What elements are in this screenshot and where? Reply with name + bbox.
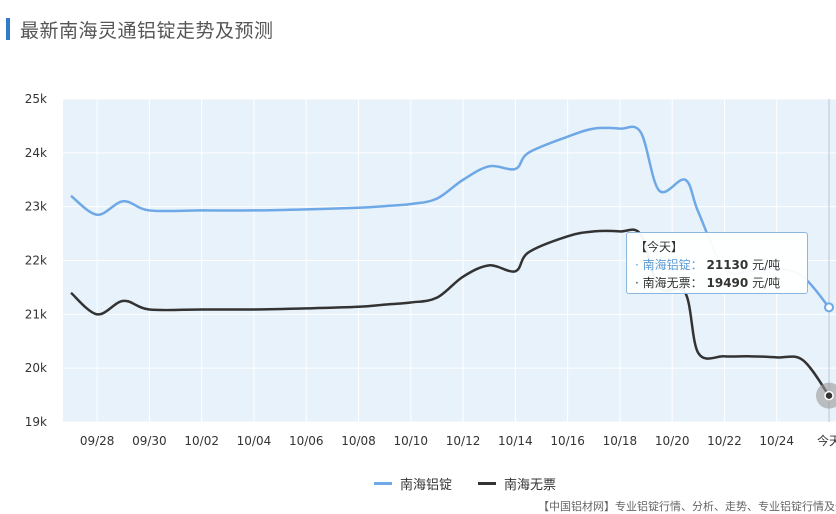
series-endpoint-aluminum (824, 302, 834, 313)
y-tick-label: 20k (25, 361, 47, 375)
x-tick-label: 10/10 (393, 434, 428, 448)
x-tick-label: 10/06 (289, 434, 324, 448)
title-accent-bar (6, 18, 10, 40)
legend-swatch (478, 482, 497, 485)
tooltip-series-name: 南海铝锭 (642, 258, 691, 272)
x-tick-label: 09/30 (132, 434, 167, 448)
x-tick-label: 09/28 (80, 434, 115, 448)
y-tick-label: 24k (25, 146, 47, 160)
x-tick-label: 10/22 (707, 434, 742, 448)
tooltip-header: 【今天】 (635, 240, 684, 254)
legend-label: 南海无票 (504, 478, 557, 493)
series-endpoint-noinvoice (824, 390, 834, 401)
y-tick-label: 22k (25, 254, 47, 268)
tooltip-series-name: 南海无票 (642, 276, 691, 290)
x-tick-label: 10/16 (550, 434, 585, 448)
chart-tooltip: 【今天】 · 南海铝锭： 21130 元/吨 · 南海无票： 19490 元/吨 (626, 232, 808, 294)
legend-swatch (374, 482, 392, 485)
x-tick-label: 10/02 (184, 434, 219, 448)
legend-item-aluminum[interactable]: 南海铝锭 (374, 474, 452, 493)
y-tick-label: 23k (25, 200, 47, 214)
footer-source-text: 【中国铝材网】专业铝锭行情、分析、走势、专业铝锭行情及价 (538, 500, 836, 513)
page-title: 最新南海灵通铝锭走势及预测 (20, 20, 274, 42)
legend-item-noinvoice[interactable]: 南海无票 (478, 474, 556, 493)
tooltip-value: 19490 (706, 276, 749, 290)
x-tick-label: 10/12 (446, 434, 481, 448)
x-tick-label: 10/24 (759, 434, 794, 448)
tooltip-unit: 元/吨 (752, 276, 781, 290)
tooltip-unit: 元/吨 (752, 258, 781, 272)
x-tick-label: 10/14 (498, 434, 533, 448)
y-tick-label: 25k (25, 92, 47, 106)
y-tick-label: 19k (25, 415, 47, 429)
x-tick-label: 10/18 (603, 434, 638, 448)
series-line-noinvoice (70, 228, 831, 397)
x-tick-label: 今天 (817, 433, 836, 448)
x-tick-label: 10/04 (237, 434, 272, 448)
tooltip-row-noinvoice: · 南海无票： 19490 元/吨 (635, 276, 781, 290)
x-tick-label: 10/08 (341, 434, 376, 448)
tooltip-row-aluminum: · 南海铝锭： 21130 元/吨 (635, 258, 781, 272)
tooltip-value: 21130 (706, 258, 749, 272)
x-tick-label: 10/20 (655, 434, 690, 448)
legend-label: 南海铝锭 (400, 478, 453, 493)
chart-legend: 南海铝锭 南海无票 (374, 474, 556, 493)
y-tick-label: 21k (25, 307, 47, 321)
